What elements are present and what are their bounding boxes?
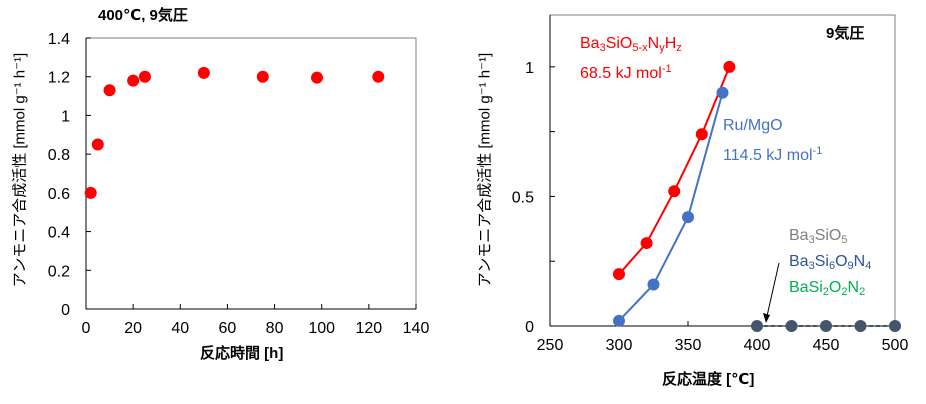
left-chart-title: 400℃, 9気圧 (98, 7, 188, 24)
right-x-tick-label: 400 (744, 337, 771, 354)
left-y-tick-label: 0.6 (48, 186, 70, 203)
navy-catalyst-label-part: Ba (789, 253, 809, 270)
right-x-tick-label: 250 (537, 337, 564, 354)
red-catalyst-label-part: Ba (580, 35, 600, 52)
green-catalyst-label-part: BaSi (789, 279, 823, 296)
right-x-tick-label: 450 (813, 337, 840, 354)
red-catalyst-label-part: 3 (599, 42, 606, 54)
navy-catalyst-label-part: Si (814, 253, 829, 270)
green-catalyst-label-part: O (828, 279, 842, 296)
red-activation-energy: 68.5 kJ mol-1 (580, 64, 672, 82)
right-data-point (668, 185, 681, 198)
left-data-point (311, 71, 323, 84)
left-x-tick-label: 60 (219, 320, 237, 337)
blue-catalyst-label-part: Ru/MgO (723, 117, 783, 134)
right-data-point (640, 237, 653, 250)
green-catalyst-label-part: 2 (841, 286, 848, 298)
green-catalyst-label-part: N (847, 279, 860, 296)
left-x-tick-label: 80 (266, 320, 284, 337)
gray-catalyst-label: Ba3SiO5 (789, 228, 848, 246)
left-data-point (127, 74, 140, 87)
right-x-tick-label: 500 (882, 337, 909, 354)
navy-catalyst-label-part: O (835, 253, 848, 270)
left-x-tick-label: 40 (171, 320, 189, 337)
green-catalyst-label-part: 2 (859, 286, 866, 298)
left-data-point (197, 66, 210, 79)
right-y-tick-label: 1 (525, 60, 534, 77)
left-x-tick-label: 120 (356, 320, 383, 337)
left-data-point (138, 70, 151, 83)
left-y-tick-label: 0.2 (48, 263, 70, 280)
left-x-tick-label: 0 (82, 320, 91, 337)
right-data-point (723, 60, 736, 73)
right-data-point (613, 268, 625, 281)
gray-catalyst-label-part: 3 (808, 234, 815, 246)
navy-catalyst-label-part: 3 (808, 260, 815, 272)
left-x-tick-label: 100 (308, 320, 335, 337)
blue-catalyst-label: Ru/MgO (723, 118, 783, 134)
right-data-point (889, 320, 901, 332)
navy-catalyst-label: Ba3Si6O9N4 (789, 254, 871, 272)
right-data-point (785, 320, 798, 332)
red-catalyst-label: Ba3SiO5-xNyHz (580, 36, 682, 54)
red-catalyst-label-part: N (647, 35, 660, 52)
blue-activation-energy: 114.5 kJ mol-1 (723, 146, 822, 164)
left-x-axis-label: 反応時間 [h] (200, 345, 284, 362)
navy-catalyst-label-part: 9 (847, 260, 854, 272)
red-catalyst-label-part: y (659, 42, 665, 54)
left-y-tick-label: 1 (61, 108, 70, 125)
arrow-line (766, 262, 780, 317)
red-catalyst-label-part: SiO (605, 35, 633, 52)
green-catalyst-label-part: 2 (822, 286, 829, 298)
right-data-point (647, 278, 660, 291)
right-data-point (613, 314, 625, 327)
left-data-point (103, 84, 116, 97)
left-data-point (372, 70, 385, 83)
red-catalyst-label-part: z (676, 42, 682, 54)
left-data-point (84, 186, 97, 199)
arrow-head-icon (763, 313, 770, 323)
left-x-tick-label: 20 (124, 320, 142, 337)
red-activation-energy-part: 68.5 kJ mol (580, 65, 662, 82)
right-data-point (695, 128, 708, 141)
gray-catalyst-label-part: Ba (789, 227, 809, 244)
left-data-point (91, 138, 104, 151)
blue-activation-energy-part: -1 (812, 145, 823, 157)
right-data-point (716, 86, 729, 99)
navy-catalyst-label-part: 6 (828, 260, 836, 272)
right-x-tick-label: 350 (675, 337, 702, 354)
gray-catalyst-label-part: 5 (841, 234, 848, 246)
right-y-tick-label: 0 (525, 319, 534, 336)
right-data-point (682, 211, 694, 224)
right-x-axis-label: 反応温度 [℃] (662, 371, 755, 388)
right-chart-title: 9気圧 (826, 25, 865, 42)
navy-catalyst-label-part: 4 (865, 260, 872, 272)
right-y-tick-label: 0.5 (512, 189, 534, 206)
right-y-axis-label: アンモニア合成活性 [mmol g⁻¹ h⁻¹] (476, 52, 494, 288)
left-y-tick-label: 1.2 (48, 70, 70, 87)
red-activation-energy-part: -1 (661, 63, 672, 75)
blue-activation-energy-part: 114.5 kJ mol (723, 147, 813, 164)
left-x-tick-label: 140 (403, 320, 430, 337)
gray-catalyst-label-part: SiO (814, 227, 842, 244)
red-catalyst-label-part: H (664, 35, 677, 52)
left-y-tick-label: 0.8 (48, 147, 70, 164)
left-y-tick-label: 0 (61, 302, 70, 319)
green-catalyst-label: BaSi2O2N2 (789, 280, 865, 298)
left-y-tick-label: 0.4 (48, 225, 70, 242)
navy-catalyst-label-part: N (853, 253, 866, 270)
left-y-axis-label: アンモニア合成活性 [mmol g⁻¹ h⁻¹] (11, 52, 29, 288)
right-data-point (820, 320, 832, 332)
left-y-tick-label: 1.4 (48, 31, 70, 48)
right-series-line-1 (618, 92, 724, 322)
right-data-point (854, 320, 867, 332)
right-data-point (751, 320, 763, 332)
left-data-point (256, 70, 269, 83)
red-catalyst-label-part: 5-x (632, 42, 648, 54)
right-x-tick-label: 300 (606, 337, 633, 354)
